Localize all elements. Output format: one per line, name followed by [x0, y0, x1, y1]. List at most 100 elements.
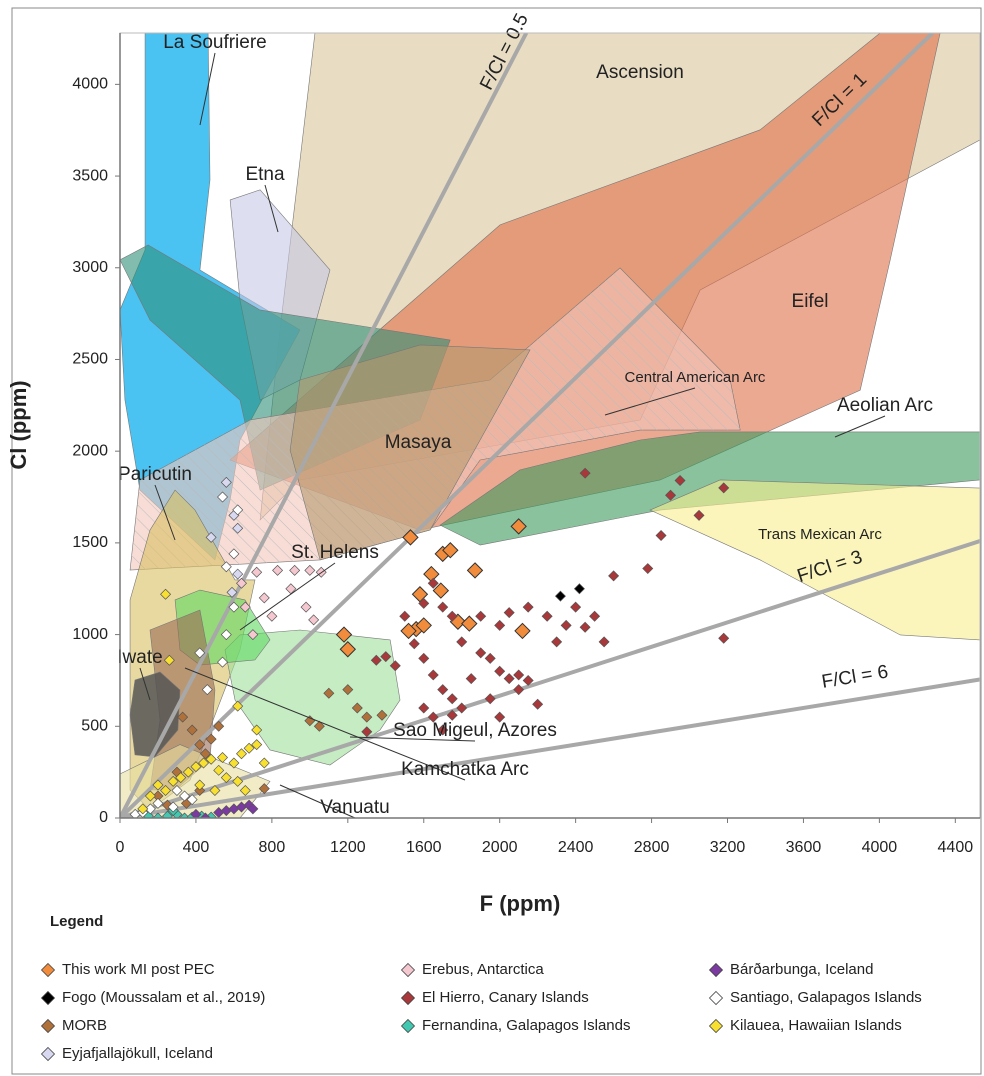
region-label: Masaya — [385, 432, 452, 453]
data-point — [266, 610, 278, 622]
leader-line — [264, 184, 279, 233]
data-point — [258, 783, 270, 795]
y-tick-label: 500 — [81, 718, 108, 735]
legend-label: Bárðarbunga, Iceland — [730, 961, 873, 978]
data-point — [171, 784, 183, 796]
region — [129, 671, 181, 758]
data-point — [579, 467, 591, 479]
region — [224, 629, 401, 766]
data-point — [598, 636, 610, 648]
data-point — [423, 565, 440, 583]
data-point — [226, 586, 238, 598]
x-axis-label: F (ppm) — [480, 891, 561, 916]
legend-label: Kilauea, Hawaiian Islands — [730, 1017, 902, 1034]
data-point — [251, 739, 263, 751]
leader-line — [184, 667, 466, 781]
data-point — [427, 711, 439, 723]
legend-label: This work MI post PEC — [62, 961, 215, 978]
data-point — [608, 570, 620, 582]
data-point — [361, 711, 373, 723]
data-point — [339, 641, 357, 658]
data-point — [232, 568, 244, 580]
data-point — [247, 803, 259, 815]
x-tick-label: 3200 — [710, 839, 746, 856]
y-tick-label: 3500 — [72, 167, 108, 184]
data-point — [152, 797, 164, 809]
data-point — [190, 808, 202, 818]
y-tick-label: 2000 — [72, 442, 108, 459]
leader-line — [279, 784, 356, 819]
data-point — [220, 772, 232, 784]
data-point — [243, 742, 255, 754]
data-point — [194, 647, 206, 659]
data-point — [239, 601, 251, 613]
data-point — [503, 673, 515, 685]
data-point — [205, 531, 217, 543]
data-point — [232, 504, 244, 516]
data-point — [232, 775, 244, 787]
data-point — [674, 475, 686, 487]
data-point — [415, 617, 432, 634]
data-point — [152, 812, 164, 818]
data-point — [137, 803, 149, 815]
data-point — [361, 726, 373, 738]
data-point — [427, 669, 439, 681]
x-tick-label: 2400 — [558, 839, 594, 856]
legend-title: Legend — [50, 913, 103, 930]
data-point — [308, 614, 320, 626]
region-label: Kamchatka Arc — [401, 759, 529, 780]
data-point — [475, 610, 487, 622]
data-point — [236, 577, 247, 589]
data-point — [389, 660, 401, 672]
data-point — [232, 700, 244, 712]
region-label: Vanuatu — [320, 797, 389, 818]
leader-line — [199, 52, 216, 126]
data-point — [570, 601, 582, 613]
data-point — [175, 772, 187, 784]
data-point — [513, 684, 525, 696]
ratio-line — [120, 33, 934, 818]
y-axis-label: Cl (ppm) — [6, 380, 31, 469]
leader-line — [604, 387, 696, 416]
y-tick-label: 1000 — [72, 626, 108, 643]
data-point — [514, 622, 531, 640]
data-point — [376, 709, 388, 721]
data-point — [313, 720, 325, 732]
region-label: Etna — [245, 164, 285, 185]
region-label: Sao Migeul, Azores — [393, 720, 557, 741]
data-point — [213, 720, 225, 732]
data-point — [251, 724, 263, 736]
data-point — [201, 684, 213, 696]
data-point — [220, 476, 232, 488]
data-point — [304, 564, 316, 576]
data-point — [484, 693, 496, 705]
data-point — [494, 619, 506, 631]
legend-marker — [708, 962, 724, 978]
data-point — [418, 702, 430, 714]
data-point — [199, 748, 211, 760]
data-point — [456, 636, 468, 648]
x-tick-label: 1200 — [330, 839, 366, 856]
data-point — [466, 562, 484, 579]
data-point — [152, 779, 164, 791]
x-tick-label: 0 — [116, 839, 125, 856]
x-tick-label: 2000 — [482, 839, 518, 856]
data-point — [163, 654, 175, 666]
region — [649, 479, 980, 641]
data-point — [522, 674, 534, 686]
data-point — [494, 711, 506, 723]
ratio-line — [120, 539, 980, 818]
leader-line — [139, 667, 151, 701]
data-point — [232, 522, 244, 534]
data-point — [642, 563, 654, 575]
data-point — [513, 669, 525, 681]
data-point — [456, 702, 468, 714]
data-point — [335, 626, 353, 643]
data-point — [437, 601, 449, 613]
y-tick-label: 1500 — [72, 534, 108, 551]
data-point — [665, 489, 677, 501]
data-point — [380, 651, 392, 663]
data-point — [213, 764, 225, 776]
data-point — [179, 790, 191, 802]
data-point — [427, 577, 439, 589]
